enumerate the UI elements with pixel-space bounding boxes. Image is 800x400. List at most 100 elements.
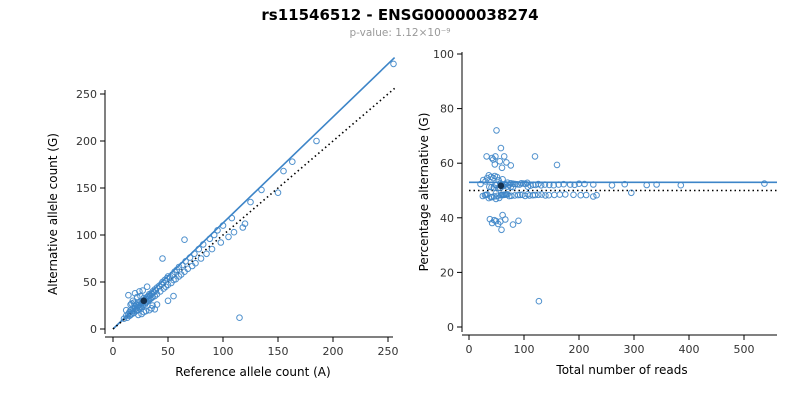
data-point bbox=[486, 215, 494, 223]
data-point bbox=[508, 192, 515, 200]
data-point bbox=[520, 180, 527, 187]
data-point bbox=[581, 180, 588, 188]
data-point bbox=[181, 236, 188, 243]
data-point bbox=[175, 263, 183, 271]
data-point bbox=[590, 181, 597, 188]
data-point bbox=[482, 178, 489, 185]
points-group bbox=[477, 127, 768, 305]
data-point bbox=[535, 191, 542, 199]
x-axis bbox=[105, 336, 393, 342]
data-point bbox=[516, 181, 523, 188]
data-point bbox=[514, 191, 522, 199]
data-point bbox=[203, 250, 210, 258]
data-point bbox=[230, 228, 238, 236]
data-point bbox=[530, 181, 537, 188]
data-point bbox=[515, 217, 522, 225]
data-point bbox=[214, 227, 221, 234]
y-tick-label: 200 bbox=[76, 135, 97, 148]
data-point bbox=[136, 288, 143, 295]
data-point bbox=[127, 301, 134, 308]
data-point bbox=[507, 162, 515, 169]
y-tick-label: 40 bbox=[440, 212, 454, 225]
x-tick-label: 0 bbox=[110, 345, 117, 358]
data-point bbox=[219, 222, 227, 229]
data-point bbox=[577, 191, 584, 199]
data-point bbox=[191, 250, 198, 258]
data-point bbox=[535, 297, 543, 305]
data-point bbox=[553, 161, 561, 169]
data-point bbox=[621, 180, 628, 188]
data-point bbox=[164, 281, 172, 289]
data-point bbox=[159, 255, 166, 262]
left-scatter-plot: 0 50 100 150 200 250 0 50 100 150 200 250 Reference … bbox=[46, 56, 399, 379]
data-point bbox=[208, 245, 216, 253]
data-point bbox=[570, 191, 577, 199]
x-tick-label: 100 bbox=[514, 343, 535, 356]
data-point bbox=[148, 294, 155, 302]
figure-header: rs11546512 - ENSG00000038274 p-value: 1.… bbox=[0, 6, 800, 39]
data-point bbox=[313, 137, 320, 145]
x-axis-label: Reference allele count (A) bbox=[175, 365, 330, 379]
data-point bbox=[139, 287, 146, 294]
data-point bbox=[546, 181, 553, 189]
y-axis bbox=[457, 52, 463, 332]
data-point bbox=[653, 181, 660, 188]
right-scatter-plot: 0 100 200 300 400 500 0 20 40 60 80 100 Total number… bbox=[417, 48, 777, 377]
data-point bbox=[643, 181, 650, 189]
data-point bbox=[542, 192, 549, 199]
data-point bbox=[491, 216, 498, 224]
data-point bbox=[225, 233, 232, 241]
data-point bbox=[289, 158, 296, 165]
y-tick-label: 150 bbox=[76, 182, 97, 195]
x-tick-label: 150 bbox=[268, 345, 289, 358]
data-point bbox=[274, 189, 282, 196]
data-point bbox=[590, 193, 597, 200]
identity-line bbox=[112, 87, 396, 330]
x-tick-label: 300 bbox=[624, 343, 645, 356]
y-tick-label: 50 bbox=[83, 276, 97, 289]
data-point bbox=[210, 231, 218, 239]
data-point bbox=[492, 195, 500, 203]
data-point bbox=[538, 191, 545, 198]
data-point bbox=[247, 198, 254, 206]
y-tick-label: 0 bbox=[90, 323, 97, 336]
y-tick-label: 20 bbox=[440, 266, 454, 279]
data-point bbox=[498, 226, 505, 234]
y-tick-label: 80 bbox=[440, 103, 454, 116]
data-point bbox=[493, 127, 500, 134]
data-point bbox=[206, 235, 214, 243]
data-point bbox=[562, 191, 569, 198]
data-point bbox=[677, 181, 685, 189]
x-tick-label: 500 bbox=[734, 343, 755, 356]
data-point bbox=[137, 292, 144, 300]
data-point bbox=[186, 254, 194, 261]
y-tick-label: 100 bbox=[433, 48, 454, 61]
data-point bbox=[493, 173, 501, 181]
data-point bbox=[497, 144, 505, 152]
data-point bbox=[199, 241, 207, 248]
data-point bbox=[628, 189, 635, 197]
data-point bbox=[761, 180, 768, 187]
highlight-point bbox=[497, 182, 505, 190]
data-point bbox=[258, 186, 265, 194]
data-point bbox=[516, 191, 524, 199]
x-tick-label: 0 bbox=[466, 343, 473, 356]
x-tick-label: 50 bbox=[161, 345, 175, 358]
data-point bbox=[608, 182, 616, 189]
data-point bbox=[122, 306, 130, 314]
data-point bbox=[280, 167, 287, 175]
data-point bbox=[128, 300, 135, 307]
data-point bbox=[531, 191, 539, 199]
y-tick-label: 250 bbox=[76, 88, 97, 101]
data-point bbox=[143, 283, 151, 290]
data-point bbox=[496, 158, 504, 165]
data-point bbox=[152, 287, 160, 294]
data-point bbox=[541, 181, 549, 188]
x-tick-label: 200 bbox=[323, 345, 344, 358]
data-point bbox=[151, 306, 159, 313]
data-point bbox=[489, 156, 497, 163]
data-point bbox=[195, 245, 203, 253]
y-axis-label: Alternative allele count (G) bbox=[46, 133, 60, 295]
data-point bbox=[571, 181, 578, 189]
data-point bbox=[217, 239, 225, 246]
